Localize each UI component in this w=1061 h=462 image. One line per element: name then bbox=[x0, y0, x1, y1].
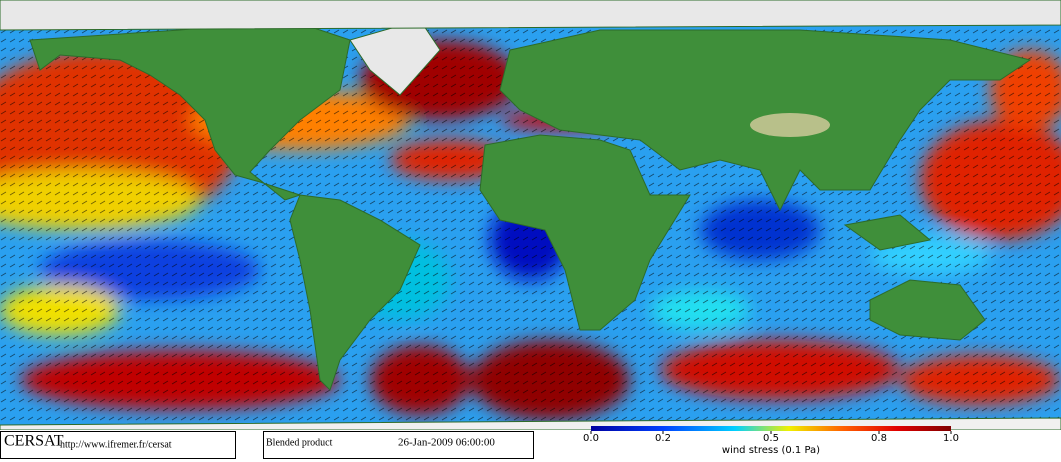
colorbar-tick-label: 1.0 bbox=[943, 433, 959, 444]
credit-box bbox=[0, 431, 236, 459]
colorbar-tick-label: 0.2 bbox=[655, 433, 671, 444]
colorbar-tick-label: 0.5 bbox=[763, 433, 779, 444]
url: http://www.ifremer.fr/cersat bbox=[60, 439, 172, 450]
product-box bbox=[263, 431, 534, 459]
land bbox=[0, 0, 1061, 430]
colorbar bbox=[591, 426, 951, 431]
colorbar-tick-label: 0.8 bbox=[871, 433, 887, 444]
product-date: 26-Jan-2009 06:00:00 bbox=[398, 437, 495, 449]
logo: CERSAT bbox=[4, 433, 64, 450]
colorbar-tick-label: 0.0 bbox=[583, 433, 599, 444]
colorbar-label: wind stress (0.1 Pa) bbox=[722, 445, 820, 456]
ocean-field bbox=[0, 0, 1061, 430]
product-name: Blended product bbox=[266, 437, 333, 448]
